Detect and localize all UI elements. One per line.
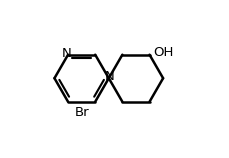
Text: N: N [104, 70, 114, 83]
Text: N: N [61, 47, 71, 60]
Text: OH: OH [153, 46, 173, 59]
Text: Br: Br [75, 106, 89, 119]
